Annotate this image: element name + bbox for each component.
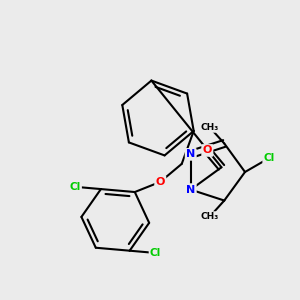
Text: CH₃: CH₃ xyxy=(200,212,219,221)
Text: O: O xyxy=(202,146,212,155)
Text: N: N xyxy=(186,149,195,159)
Text: Cl: Cl xyxy=(69,182,81,192)
Text: O: O xyxy=(156,177,165,187)
Text: O: O xyxy=(156,177,165,187)
Text: CH₃: CH₃ xyxy=(200,212,219,221)
Text: N: N xyxy=(186,184,195,195)
Text: Cl: Cl xyxy=(69,182,81,192)
Text: N: N xyxy=(186,149,195,159)
Text: O: O xyxy=(202,146,212,155)
Text: Cl: Cl xyxy=(264,153,275,163)
Text: Cl: Cl xyxy=(264,153,275,163)
Text: Cl: Cl xyxy=(150,248,161,258)
Text: CH₃: CH₃ xyxy=(200,123,219,132)
Text: Cl: Cl xyxy=(150,248,161,258)
Text: N: N xyxy=(186,184,195,195)
Text: CH₃: CH₃ xyxy=(200,123,219,132)
